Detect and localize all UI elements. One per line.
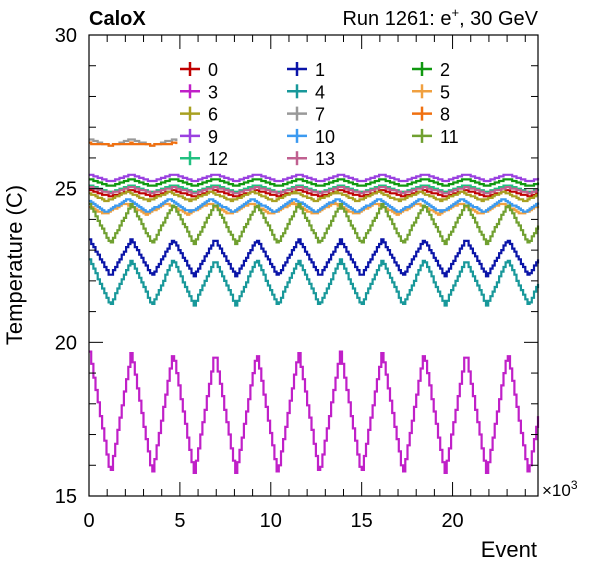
series-line-6	[89, 190, 538, 203]
series-line-10	[89, 198, 540, 213]
series-curves	[89, 138, 540, 474]
y-tick-label: 30	[55, 25, 77, 47]
series-line-4	[89, 258, 540, 307]
x-tick-label: 15	[351, 510, 373, 532]
legend-label: 10	[315, 127, 335, 147]
legend-entry-8: 8	[412, 105, 450, 125]
header-right-label: Run 1261: e+, 30 GeV	[342, 5, 538, 30]
legend-entry-7: 7	[287, 105, 325, 125]
legend-label: 4	[315, 82, 325, 102]
legend-label: 9	[208, 127, 218, 147]
legend-entry-12: 12	[180, 149, 228, 169]
legend-label: 3	[208, 82, 218, 102]
header-right-suffix: , 30 GeV	[459, 8, 539, 30]
x-axis-multiplier: ×103	[542, 478, 578, 500]
header-left-label: CaloX	[89, 8, 146, 30]
x-tick-label: 20	[441, 510, 463, 532]
x-axis-label: Event	[481, 537, 537, 562]
series-line-8	[89, 141, 178, 147]
legend-label: 6	[208, 105, 218, 125]
legend-entry-3: 3	[180, 82, 218, 102]
plot-frame	[88, 34, 539, 497]
legend-entry-2: 2	[412, 60, 450, 80]
series-line-9	[89, 173, 540, 183]
legend-label: 0	[208, 60, 218, 80]
legend-entry-5: 5	[412, 82, 450, 102]
legend-label: 7	[315, 105, 325, 125]
legend-label: 8	[440, 105, 450, 125]
header-right-sup: +	[451, 5, 459, 20]
legend-label: 1	[315, 60, 325, 80]
series-line-3	[89, 350, 540, 474]
legend-entry-9: 9	[180, 127, 218, 147]
legend-entry-4: 4	[287, 82, 325, 102]
x-tick-label: 10	[260, 510, 282, 532]
legend-entry-11: 11	[412, 127, 459, 147]
x-tick-label: 5	[174, 510, 185, 532]
x-tick-label: 0	[83, 510, 94, 532]
series-line-1	[89, 238, 540, 278]
legend-entry-6: 6	[180, 105, 218, 125]
legend-label: 11	[440, 127, 459, 147]
series-line-13	[89, 186, 538, 195]
legend-label: 13	[315, 149, 335, 169]
legend-label: 12	[208, 149, 228, 169]
y-tick-label: 15	[55, 486, 77, 508]
series-line-2	[89, 178, 540, 187]
series-line-11	[89, 202, 540, 246]
legend-label: 2	[440, 60, 450, 80]
legend-label: 5	[440, 82, 450, 102]
y-tick-label: 20	[55, 332, 77, 354]
legend-entry-0: 0	[180, 60, 218, 80]
legend-entry-10: 10	[287, 127, 335, 147]
x-axis-multiplier-exponent: 3	[571, 478, 578, 492]
y-tick-label: 25	[55, 179, 77, 201]
y-axis-label: Temperature (C)	[2, 185, 27, 345]
legend-entry-13: 13	[287, 149, 335, 169]
legend-entry-1: 1	[287, 60, 325, 80]
